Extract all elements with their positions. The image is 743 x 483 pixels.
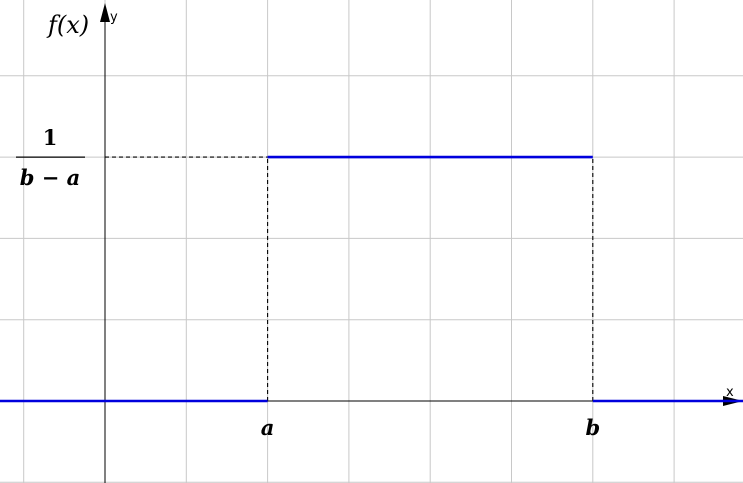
y-tick-label-denominator: b − a xyxy=(20,165,81,190)
y-axis-name: y xyxy=(110,10,118,25)
y-axis-math-label: f(x) xyxy=(46,11,89,39)
series-group xyxy=(0,155,743,403)
x-axis-name: x xyxy=(726,385,734,400)
y-tick-label-numerator: 1 xyxy=(43,125,58,150)
x-tick-label-a: a xyxy=(261,415,275,440)
x-tick-label-b: b xyxy=(585,415,600,440)
y-axis-arrow-icon xyxy=(100,3,110,22)
axes: x y f(x) xyxy=(0,3,743,483)
dashed-guides xyxy=(105,156,594,401)
tick-labels: a b 1 b − a xyxy=(16,125,600,440)
